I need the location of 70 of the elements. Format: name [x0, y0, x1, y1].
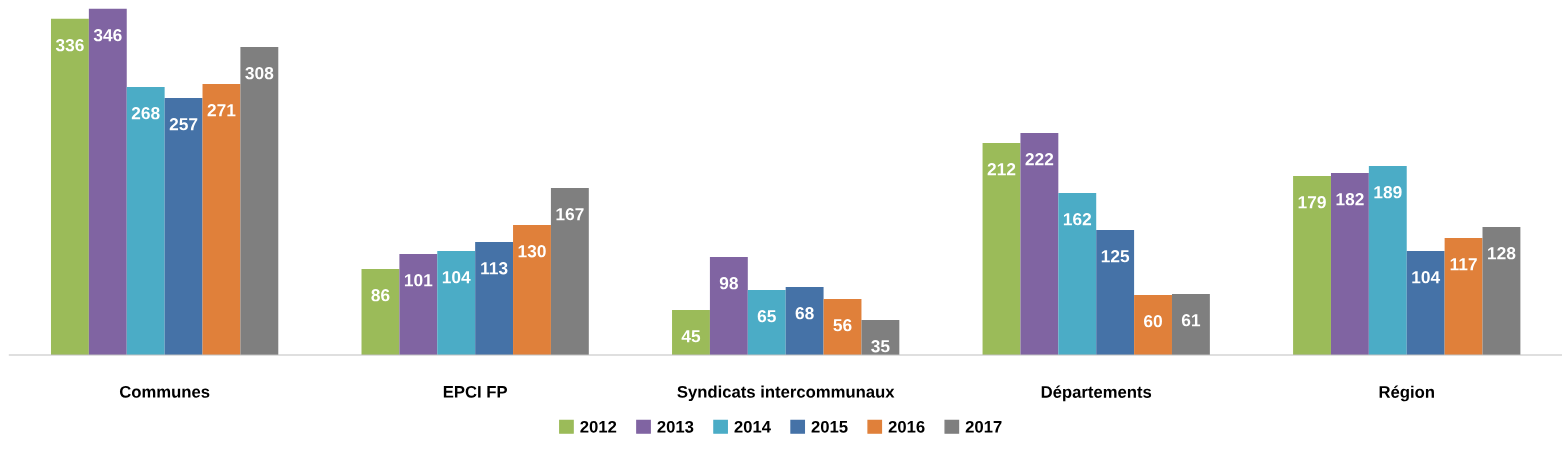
data-label: 189 — [1374, 186, 1402, 199]
bar — [513, 224, 551, 355]
data-label: 117 — [1450, 258, 1477, 271]
bar — [240, 46, 279, 355]
bar — [785, 286, 824, 355]
data-label: 104 — [1412, 271, 1441, 284]
legend-label: 2014 — [734, 420, 771, 433]
bar — [361, 268, 400, 355]
legend-label: 2016 — [888, 420, 925, 433]
data-label: 125 — [1101, 250, 1130, 263]
legend-label: 2013 — [657, 420, 694, 433]
bar — [202, 83, 241, 355]
bar — [1171, 293, 1210, 355]
data-label: 98 — [719, 277, 738, 290]
bar — [88, 8, 127, 355]
bar — [982, 142, 1021, 355]
data-label: 128 — [1488, 247, 1516, 260]
bar — [437, 250, 476, 355]
data-label: 271 — [207, 104, 236, 117]
data-label: 68 — [795, 307, 814, 320]
data-label: 113 — [481, 262, 508, 275]
data-label: 222 — [1025, 153, 1054, 166]
data-label: 101 — [404, 274, 433, 287]
data-label: 65 — [757, 310, 776, 323]
data-label: 308 — [245, 67, 274, 80]
bar — [399, 253, 438, 355]
data-label: 182 — [1336, 193, 1364, 206]
bar — [1406, 250, 1445, 355]
x-tick-label: Syndicats intercommunaux — [677, 385, 895, 402]
data-label: 167 — [556, 208, 584, 221]
data-label: 45 — [681, 330, 701, 343]
bar — [823, 298, 862, 355]
bar — [50, 18, 89, 355]
data-label: 60 — [1144, 315, 1162, 328]
x-tick-label: Départements — [1041, 385, 1152, 402]
data-label: 56 — [833, 319, 852, 332]
x-tick-label: Région — [1379, 385, 1434, 402]
bar — [1368, 165, 1407, 355]
bar — [1020, 132, 1059, 355]
bar — [1058, 192, 1097, 355]
bar — [672, 309, 710, 355]
bar — [550, 187, 589, 355]
bar — [475, 241, 514, 355]
bar — [1482, 226, 1521, 355]
data-label: 268 — [131, 107, 160, 120]
bar — [126, 86, 165, 355]
x-tick-label: Communes — [119, 385, 210, 398]
data-label: 336 — [55, 39, 84, 52]
data-label: 346 — [93, 29, 122, 42]
bar — [747, 289, 786, 355]
x-tick-label: EPCI FP — [443, 385, 507, 398]
data-label: 130 — [518, 245, 546, 258]
bar — [164, 97, 203, 355]
data-label: 61 — [1181, 314, 1201, 327]
data-label: 104 — [442, 271, 471, 284]
bar — [1293, 175, 1331, 355]
data-label: 86 — [371, 289, 390, 302]
data-label: 257 — [169, 118, 198, 131]
data-label: 162 — [1063, 213, 1092, 226]
bar — [1444, 237, 1483, 355]
bar — [709, 256, 748, 355]
bar — [1330, 172, 1369, 355]
data-label: 179 — [1298, 196, 1326, 209]
data-label: 212 — [987, 163, 1016, 176]
legend-label: 2012 — [580, 420, 617, 433]
data-label: 35 — [871, 340, 890, 353]
legend-label: 2017 — [965, 420, 1002, 433]
bar — [1134, 294, 1172, 355]
bar — [1096, 229, 1135, 355]
legend-label: 2015 — [811, 420, 848, 433]
